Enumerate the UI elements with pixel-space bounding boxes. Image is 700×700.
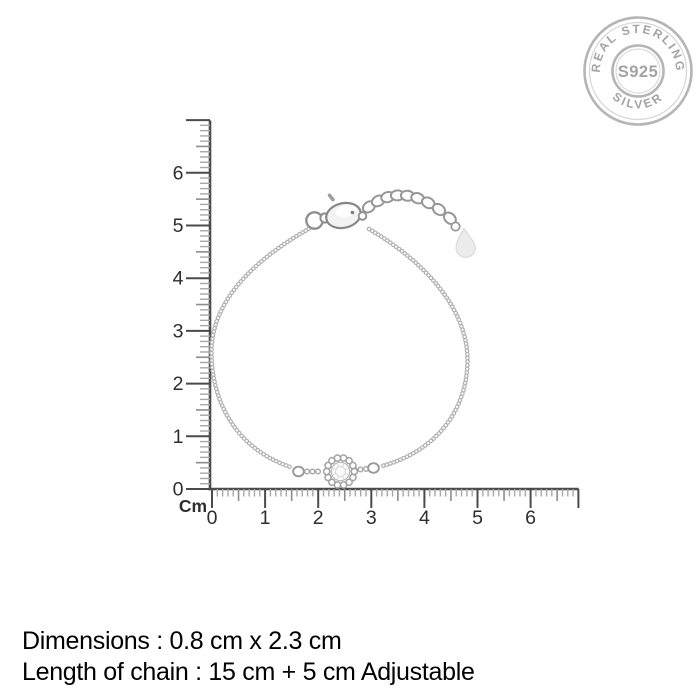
horizontal-ruler-label: 0 [207,507,218,529]
vertical-ruler-label: 5 [173,215,184,237]
chain-length-text: Length of chain : 15 cm + 5 cm Adjustabl… [22,658,475,686]
horizontal-ruler-label: 3 [366,507,377,529]
vertical-ruler-label: 2 [173,373,184,395]
teardrop-tag [450,221,476,258]
vertical-ruler-label: 1 [173,426,184,448]
horizontal-ruler-label: 6 [525,507,536,529]
ruler-unit-label: Cm [179,496,207,516]
vertical-ruler-label: 3 [173,320,184,342]
horizontal-ruler-label: 2 [313,507,324,529]
bracelet-chain [209,224,315,470]
dimensions-text: Dimensions : 0.8 cm x 2.3 cm [22,627,342,655]
lobster-clasp [305,193,368,230]
seal-bottom-text: SILVER [610,89,666,111]
horizontal-ruler-label: 1 [260,507,271,529]
horizontal-ruler-label: 5 [472,507,483,529]
vertical-ruler-label: 0 [173,479,184,501]
measurement-ruler: 0 1 2 3 4 5 6 0 1 2 3 4 5 6 Cm [173,119,580,529]
seal-center-text: S925 [618,63,659,81]
product-details: Dimensions : 0.8 cm x 2.3 cm Length of c… [22,626,475,688]
flower-crystal-charm [292,454,380,489]
vertical-ruler-label: 6 [173,162,184,184]
silver-bracelet [209,189,476,489]
horizontal-ruler-label: 4 [419,507,430,529]
extender-chain [361,189,457,226]
vertical-ruler-label: 4 [173,268,184,290]
